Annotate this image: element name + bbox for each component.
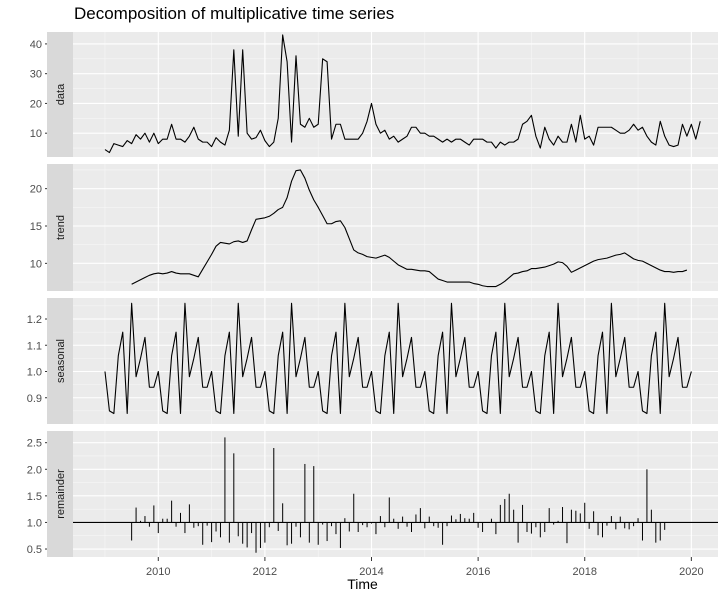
y-tick-label: 2.0 [27,464,42,476]
y-tick-label: 30 [30,69,42,81]
series-line-seasonal [104,302,692,415]
strip-label-seasonal: seasonal [55,339,67,383]
y-tick-label: 2.5 [27,438,42,450]
y-tick-label: 20 [30,98,42,110]
series-line-data [104,34,701,154]
y-tick-label: 1.1 [27,340,42,352]
y-tick-label: 1.0 [27,517,42,529]
strip-trend [47,164,73,291]
panel-background-trend [73,164,718,291]
chart-title: Decomposition of multiplicative time ser… [74,4,395,23]
y-tick-label: 1.5 [27,491,42,503]
y-tick-label: 0.5 [27,544,42,556]
x-tick-label: 2016 [466,566,490,578]
y-tick-label: 1.2 [27,314,42,326]
x-tick-label: 2020 [679,566,703,578]
y-tick-label: 20 [30,184,42,196]
panel-background-remainder [73,431,718,557]
x-tick-label: 2010 [146,566,170,578]
panel-background-data [73,32,718,157]
x-axis-label: Time [347,576,378,592]
x-tick-label: 2018 [572,566,596,578]
strip-label-remainder: remainder [55,469,67,519]
strip-seasonal [47,298,73,424]
strip-data [47,32,73,157]
y-tick-label: 10 [30,128,42,140]
x-tick-label: 2014 [359,566,383,578]
y-tick-label: 10 [30,258,42,270]
y-tick-label: 0.9 [27,393,42,405]
strip-remainder [47,431,73,557]
x-tick-label: 2012 [253,566,277,578]
strip-label-trend: trend [55,215,67,240]
y-tick-label: 40 [30,39,42,51]
series-line-trend [131,169,688,288]
y-tick-label: 1.0 [27,367,42,379]
strip-label-data: data [55,83,67,105]
y-tick-label: 15 [30,221,42,233]
